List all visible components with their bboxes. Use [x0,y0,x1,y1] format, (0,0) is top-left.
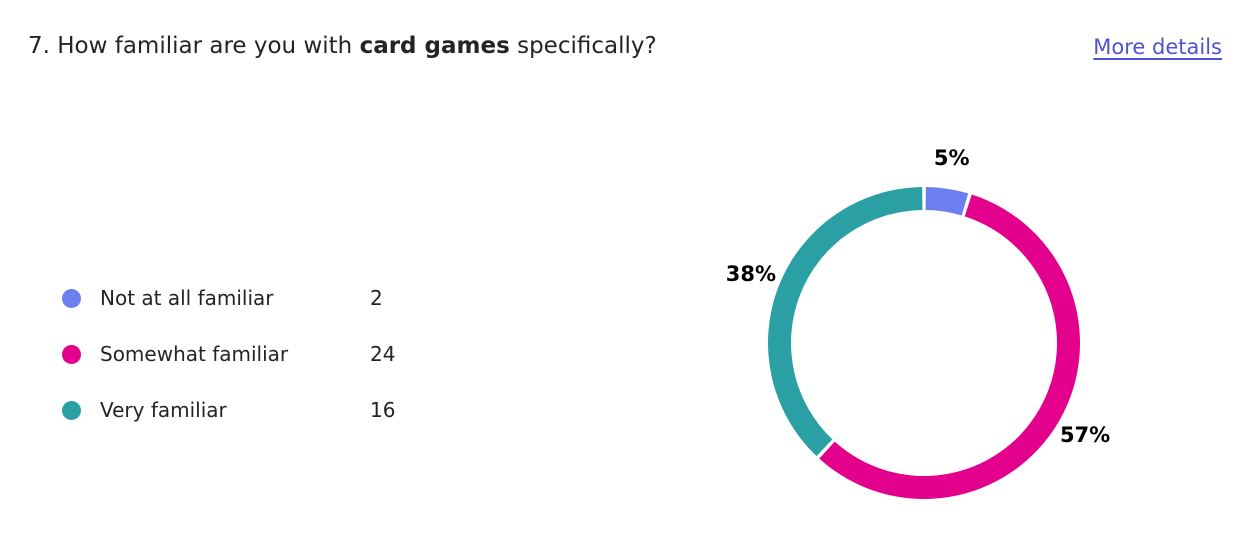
legend-item: Not at all familiar 2 [62,270,422,326]
legend-dot [62,400,81,420]
slice-percent-label: 38% [726,262,776,286]
legend-count: 24 [370,342,396,366]
donut-slice [819,194,1080,499]
question-prefix: 7. How familiar are you with [28,33,360,59]
question-bold: card games [359,33,510,59]
legend-dot [62,288,81,308]
legend-item: Somewhat familiar 24 [62,326,422,382]
chart-legend: Not at all familiar 2 Somewhat familiar 24 V… [62,270,422,438]
more-details-link[interactable]: More details [1093,35,1222,59]
slice-percent-label: 5% [934,146,970,170]
legend-count: 2 [370,286,383,310]
legend-label: Very familiar [100,398,227,422]
donut-slice [925,187,969,216]
legend-label: Somewhat familiar [100,342,289,366]
legend-label: Not at all familiar [100,286,274,310]
legend-dot [62,344,81,364]
legend-item: Very familiar 16 [62,382,422,438]
donut-chart: 5% 57% 38% [700,130,1180,530]
question-title: 7. How familiar are you with card games … [28,28,657,64]
slice-percent-label: 57% [1060,423,1110,447]
legend-count: 16 [370,398,396,422]
question-suffix: specifically? [509,33,657,59]
donut-chart-svg: 5% 57% 38% [726,146,1110,499]
donut-slice [768,187,923,457]
